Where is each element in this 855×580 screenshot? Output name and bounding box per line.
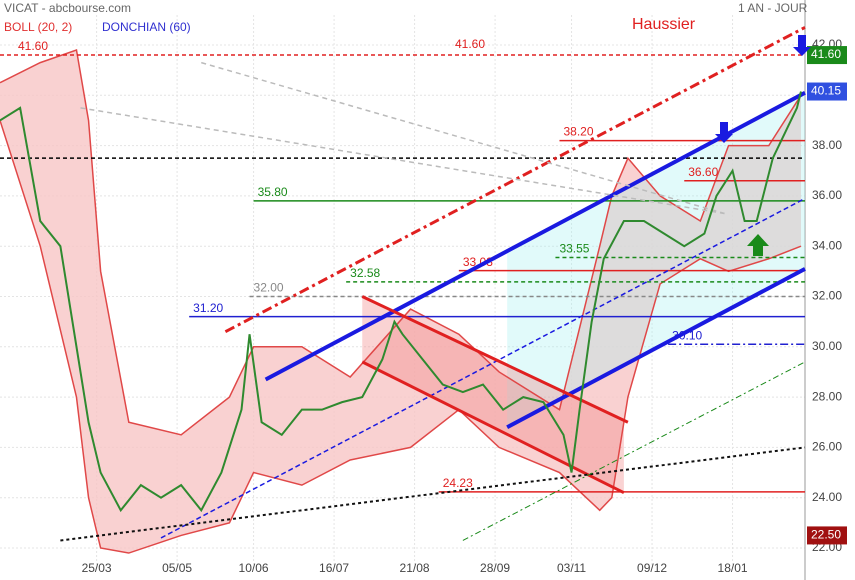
level-label: 32.00: [254, 281, 284, 295]
bollinger-line: [0, 120, 802, 554]
price-tag: [807, 46, 847, 65]
indicator-label: DONCHIAN (60): [102, 20, 191, 34]
y-tick-label: 36.00: [812, 188, 842, 202]
y-tick-label: 34.00: [812, 238, 842, 252]
trend-line: [361, 295, 629, 424]
trend-line: [506, 267, 806, 430]
y-tick-label: 32.00: [812, 289, 842, 303]
indicator-label: BOLL (20, 2): [4, 20, 72, 34]
x-tick-label: 25/03: [82, 561, 112, 575]
trend-line: [60, 446, 806, 542]
level-label: 41.60: [18, 39, 48, 53]
level-label: 41.60: [455, 37, 485, 51]
level-label: 24.23: [443, 476, 473, 490]
annotation: Haussier: [632, 16, 696, 33]
trend-line: [224, 26, 806, 334]
level-label: 33.03: [463, 255, 493, 269]
x-tick-label: 03/11: [557, 561, 586, 575]
price-tag-label: 40.15: [811, 84, 841, 98]
y-tick-label: 24.00: [812, 490, 842, 504]
level-label: 36.60: [688, 165, 718, 179]
level-label: 32.58: [350, 266, 380, 280]
price-tag: [807, 82, 847, 101]
channel-area: [507, 92, 805, 428]
y-tick-label: 26.00: [812, 440, 842, 454]
y-tick-label: 28.00: [812, 389, 842, 403]
chart-subtitle: 1 AN - JOUR: [738, 1, 808, 15]
arrow-icon: [793, 35, 811, 56]
level-label: 33.55: [559, 242, 589, 256]
x-tick-label: 21/08: [400, 561, 430, 575]
trend-line: [201, 61, 725, 215]
price-line: [0, 91, 802, 513]
bollinger-line: [0, 49, 802, 436]
trend-line: [80, 107, 725, 215]
trend-line: [264, 91, 806, 382]
channel-area: [362, 296, 624, 493]
y-tick-label: 30.00: [812, 339, 842, 353]
bollinger-area: [0, 50, 801, 554]
x-tick-label: 10/06: [239, 561, 269, 575]
x-tick-label: 09/12: [637, 561, 667, 575]
level-label: 31.20: [193, 301, 223, 315]
trend-line: [160, 197, 806, 539]
level-label: 38.20: [563, 125, 593, 139]
price-tag: [807, 526, 847, 545]
price-tag-label: 22.50: [811, 528, 841, 542]
arrow-icon: [715, 122, 733, 143]
x-tick-label: 18/01: [718, 561, 748, 575]
level-label: 30.10: [672, 328, 702, 342]
x-tick-label: 28/09: [480, 561, 510, 575]
trend-line: [361, 360, 625, 495]
arrow-icon: [747, 234, 769, 256]
trend-line: [462, 361, 806, 541]
level-label: 35.80: [258, 185, 288, 199]
x-tick-label: 16/07: [319, 561, 349, 575]
chart-title: VICAT - abcbourse.com: [4, 1, 131, 15]
y-tick-label: 38.00: [812, 138, 842, 152]
x-tick-label: 05/05: [162, 561, 192, 575]
price-tag-label: 41.60: [811, 47, 841, 61]
